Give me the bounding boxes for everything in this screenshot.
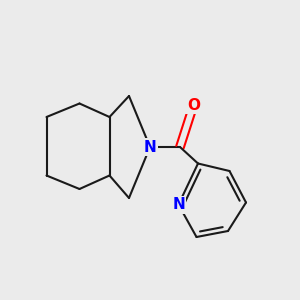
Text: N: N [144,140,156,154]
Text: O: O [187,98,200,112]
Text: N: N [172,197,185,212]
